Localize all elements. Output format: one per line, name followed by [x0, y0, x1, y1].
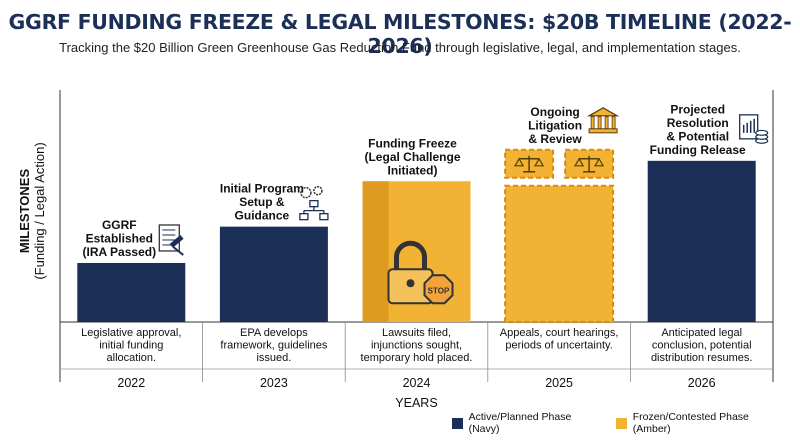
bar-shade-2024	[362, 181, 389, 322]
description-2024: temporary hold placed.	[361, 352, 473, 364]
description-2023: issued.	[256, 352, 291, 364]
flow-node	[309, 200, 319, 208]
document-coins-icon	[739, 114, 769, 144]
milestone-label-2026: Projected	[670, 102, 725, 116]
description-2025: Appeals, court hearings,	[500, 327, 619, 339]
stop-sign-text: STOP	[428, 286, 450, 295]
x-tick-label-2026: 2026	[688, 376, 716, 390]
scales-pans	[574, 157, 605, 167]
milestone-label-2022: Established	[86, 231, 153, 245]
lock-stop-icon: STOP	[387, 240, 454, 305]
x-axis-label: YEARS	[395, 396, 437, 410]
chart-title: GGRF FUNDING FREEZE & LEGAL MILESTONES: …	[8, 10, 792, 58]
milestone-label-2025: Ongoing	[530, 105, 579, 119]
lock-keyhole	[406, 279, 415, 288]
document-page	[739, 114, 759, 140]
x-tick-label-2025: 2025	[545, 376, 573, 390]
gavel-head	[169, 234, 184, 248]
coin	[755, 129, 769, 136]
milestone-label-2024: Funding Freeze	[368, 136, 457, 150]
flow-node	[299, 213, 309, 221]
legend: Active/Planned Phase (Navy) Frozen/Conte…	[452, 411, 800, 435]
description-2022: Legislative approval,	[81, 327, 181, 339]
milestone-label-2022: GGRF	[102, 218, 137, 232]
milestone-label-2024: Initiated)	[388, 163, 438, 177]
courthouse-column	[611, 116, 616, 130]
stop-sign	[423, 274, 454, 305]
milestone-label-2025: Litigation	[528, 118, 582, 132]
gear-icon	[313, 185, 323, 196]
courthouse-base	[588, 128, 618, 134]
contract-gavel-icon	[158, 224, 184, 256]
description-2024: Lawsuits filed,	[382, 327, 451, 339]
courthouse-roof	[586, 107, 620, 117]
milestone-label-2025: & Review	[528, 132, 582, 146]
milestone-label-2026: Resolution	[667, 116, 729, 130]
x-tick-label-2024: 2024	[403, 376, 431, 390]
x-tick-label-2023: 2023	[260, 376, 288, 390]
milestone-label-2026: Funding Release	[650, 143, 746, 157]
bar-2026	[647, 160, 756, 322]
contract-page	[158, 224, 180, 252]
bar-group-2024: STOP Funding Freeze(Legal ChallengeInitia…	[361, 136, 473, 364]
lock-shackle	[394, 240, 427, 270]
description-2024: injunctions sought,	[371, 340, 462, 352]
description-2022: allocation.	[107, 352, 157, 364]
milestone-label-2023: Guidance	[235, 209, 290, 223]
flow-node	[319, 213, 329, 221]
milestone-label-2023: Setup &	[239, 195, 285, 209]
legend-item-frozen: Frozen/Contested Phase (Amber)	[616, 411, 784, 435]
description-2026: conclusion, potential	[652, 340, 752, 352]
description-2022: initial funding	[99, 340, 163, 352]
milestone-label-2022: (IRA Passed)	[83, 245, 157, 259]
courthouse-column	[590, 116, 595, 130]
flow-links	[303, 206, 325, 214]
milestone-label-2024: (Legal Challenge	[364, 150, 460, 164]
courthouse-column	[597, 116, 602, 130]
scales-icon	[514, 155, 545, 173]
bar-2022	[77, 262, 186, 322]
bar-2025	[504, 184, 615, 323]
gear-icon	[300, 186, 312, 199]
description-2023: EPA develops	[240, 327, 308, 339]
gavel-handle	[172, 246, 184, 256]
legend-swatch-frozen	[616, 417, 627, 429]
milestone-label-2023: Initial Program	[220, 182, 304, 196]
bar-2023	[219, 226, 328, 322]
legend-label-frozen: Frozen/Contested Phase (Amber)	[632, 411, 749, 435]
workflow-gears-icon	[299, 185, 329, 221]
courthouse-column	[604, 116, 609, 130]
legend-item-active: Active/Planned Phase (Navy)	[452, 411, 600, 435]
courthouse-icon	[586, 107, 620, 134]
scales-pans	[514, 157, 545, 167]
description-2025: periods of uncertainty.	[505, 340, 612, 352]
legend-label-active: Active/Planned Phase (Navy)	[468, 411, 572, 435]
legend-swatch-active	[452, 417, 463, 429]
x-tick-label-2022: 2022	[117, 376, 145, 390]
scales-icon	[574, 155, 605, 173]
description-2026: distribution resumes.	[651, 352, 753, 364]
milestone-label-2026: & Potential	[666, 129, 729, 143]
description-2023: framework, guidelines	[220, 340, 327, 352]
chart-subtitle: Tracking the $20 Billion Green Greenhous…	[59, 40, 741, 55]
description-2026: Anticipated legal	[661, 327, 742, 339]
